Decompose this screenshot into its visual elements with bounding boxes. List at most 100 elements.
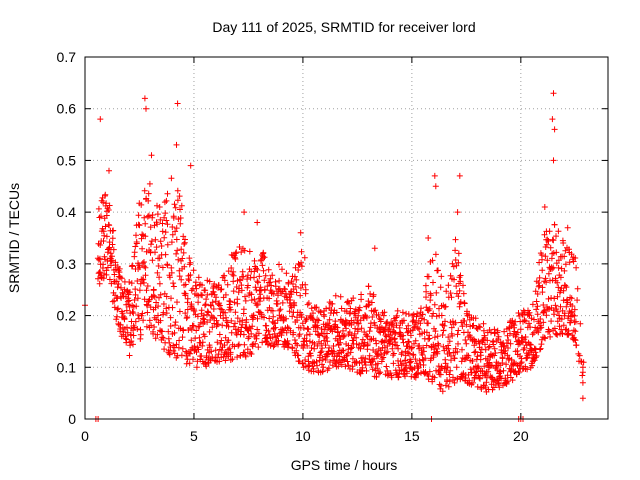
data-point <box>350 295 357 302</box>
data-point <box>181 241 188 247</box>
data-point <box>370 291 377 298</box>
data-point <box>173 236 180 243</box>
data-point <box>477 375 483 382</box>
data-point <box>573 342 580 349</box>
data-point <box>139 231 146 238</box>
data-point <box>209 314 216 321</box>
data-point <box>162 210 169 217</box>
data-point <box>237 277 244 284</box>
data-point <box>217 340 224 347</box>
data-point <box>332 360 339 367</box>
data-point <box>324 338 331 345</box>
data-point <box>288 291 295 298</box>
data-point <box>144 213 151 220</box>
data-point <box>140 276 147 283</box>
data-point <box>163 310 170 317</box>
data-point <box>128 280 135 287</box>
data-point <box>423 294 429 301</box>
data-point <box>579 395 586 402</box>
data-point <box>455 327 462 334</box>
data-point <box>111 271 118 278</box>
data-point <box>277 306 284 313</box>
data-point <box>541 204 548 210</box>
data-point <box>159 264 166 271</box>
data-point <box>564 224 571 231</box>
data-point <box>319 368 326 375</box>
data-point <box>106 276 113 283</box>
data-point <box>452 319 459 326</box>
data-point <box>442 382 449 389</box>
data-point <box>164 221 171 228</box>
data-point <box>290 329 297 336</box>
data-point <box>343 308 350 315</box>
data-point <box>141 187 148 194</box>
data-point <box>514 329 521 336</box>
data-point <box>568 317 575 324</box>
data-point <box>331 353 338 360</box>
data-point <box>442 303 449 310</box>
data-point <box>294 342 301 349</box>
data-point <box>261 314 267 321</box>
data-point <box>444 364 451 371</box>
data-point <box>368 299 375 306</box>
data-point <box>426 305 433 312</box>
data-point <box>347 349 354 356</box>
data-point <box>282 286 288 293</box>
data-point <box>374 350 381 357</box>
data-point <box>398 349 405 356</box>
data-point <box>372 307 379 314</box>
data-point <box>254 326 261 333</box>
data-point <box>426 368 433 375</box>
data-point <box>261 286 268 293</box>
data-point <box>302 281 309 288</box>
data-point <box>106 167 112 174</box>
data-point <box>431 172 438 179</box>
data-point <box>554 308 561 315</box>
data-point <box>102 191 109 198</box>
data-point <box>196 323 203 330</box>
y-tick-label: 0.6 <box>57 101 77 117</box>
data-point <box>445 334 452 341</box>
data-point <box>462 337 469 343</box>
data-point <box>396 370 403 377</box>
data-point <box>164 262 171 269</box>
data-point <box>406 350 413 357</box>
data-point <box>363 314 370 321</box>
data-point <box>419 311 426 318</box>
data-point <box>133 232 139 239</box>
data-point <box>425 235 432 241</box>
data-point <box>142 220 149 227</box>
data-point <box>408 365 415 372</box>
data-point <box>364 341 371 348</box>
data-point <box>110 227 117 234</box>
data-point <box>369 366 376 373</box>
data-point <box>143 287 150 294</box>
data-point <box>440 327 447 334</box>
data-point <box>347 305 354 312</box>
data-point <box>100 199 107 206</box>
data-point <box>346 329 353 336</box>
data-point <box>194 313 201 320</box>
data-point <box>184 314 191 321</box>
data-point <box>433 289 440 296</box>
data-point <box>184 356 191 363</box>
data-point <box>305 300 312 307</box>
data-point <box>201 333 208 340</box>
data-point <box>389 320 396 327</box>
data-point <box>565 330 572 337</box>
data-point <box>484 337 491 344</box>
data-point <box>176 193 183 200</box>
data-point <box>290 281 296 287</box>
data-point <box>156 294 162 301</box>
data-point <box>329 300 336 307</box>
data-point <box>176 337 183 344</box>
data-point <box>227 306 234 313</box>
data-point <box>264 283 271 290</box>
data-point <box>448 357 454 364</box>
data-point <box>268 282 275 289</box>
data-point <box>572 337 579 344</box>
data-point <box>563 303 570 310</box>
data-point <box>438 273 445 280</box>
data-point <box>572 255 579 261</box>
data-point <box>357 317 364 324</box>
